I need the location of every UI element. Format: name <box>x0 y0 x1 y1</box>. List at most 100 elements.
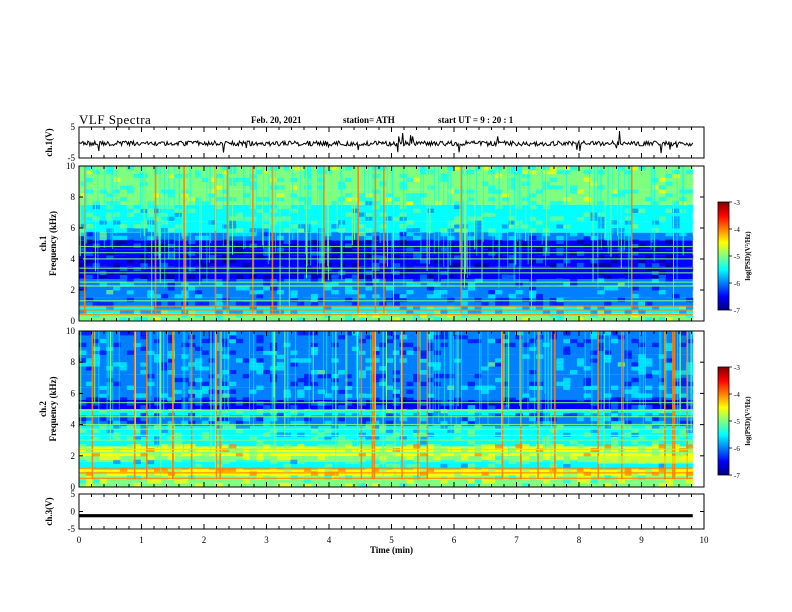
spec-speckle <box>222 239 230 244</box>
spec-speckle <box>610 259 619 264</box>
spec-sferic <box>351 166 353 246</box>
spec-speckle <box>433 262 441 268</box>
spec-speckle <box>106 169 114 175</box>
spec-speckle <box>447 224 455 229</box>
spec-speckle <box>201 309 210 314</box>
spec-speckle <box>92 169 100 175</box>
spec-speckle <box>576 204 585 210</box>
spec-speckle <box>79 479 87 484</box>
spec-sferic <box>690 331 692 394</box>
spec-speckle <box>256 475 264 480</box>
spec-speckle <box>447 247 455 252</box>
spec-speckle <box>645 208 653 213</box>
spec-speckle <box>344 216 353 221</box>
spec-speckle <box>140 259 148 264</box>
spec-speckle <box>188 208 196 213</box>
spec-speckle <box>351 212 360 217</box>
spec-speckle <box>399 397 407 402</box>
spec-speckle <box>488 293 496 299</box>
spec-speckle <box>604 266 612 272</box>
spec-sferic <box>607 166 609 246</box>
spec-speckle <box>651 305 660 310</box>
spec-speckle <box>229 483 237 488</box>
spec-speckle <box>344 262 353 268</box>
spec-speckle <box>488 338 496 344</box>
spec-speckle <box>283 239 291 244</box>
spec-sferic <box>172 331 174 480</box>
spec-speckle <box>658 189 666 194</box>
spec-speckle <box>685 208 694 213</box>
spec-speckle <box>85 305 94 310</box>
spec-speckle <box>208 401 216 406</box>
spec-speckle <box>481 342 489 348</box>
spec-speckle <box>344 385 353 390</box>
spec-speckle <box>413 278 421 283</box>
spec-speckle <box>133 428 141 433</box>
spec-speckle <box>610 377 619 383</box>
spec-sferic <box>402 166 404 235</box>
spec-speckle <box>256 204 264 210</box>
x-tick-label: 2 <box>202 535 207 545</box>
spec-speckle <box>235 220 244 225</box>
spec-speckle <box>413 193 421 198</box>
spec-speckle <box>106 297 114 303</box>
spec-speckle <box>454 262 462 268</box>
spec-speckle <box>215 440 223 445</box>
spec-speckle <box>188 200 196 206</box>
spec-speckle <box>529 290 537 295</box>
spec-speckle <box>651 220 660 225</box>
spec-sferic <box>297 166 299 282</box>
spec-speckle <box>440 436 448 441</box>
spec-speckle <box>113 235 121 241</box>
spec-speckle <box>222 274 230 279</box>
spec-line <box>79 252 693 254</box>
spec-speckle <box>583 231 591 237</box>
spec-speckle <box>201 420 210 426</box>
spec-speckle <box>590 401 598 406</box>
spec-speckle <box>426 385 435 390</box>
spec-speckle <box>488 247 496 252</box>
spec-sferic <box>232 166 234 255</box>
spec-speckle <box>447 278 455 283</box>
spec-speckle <box>113 243 121 248</box>
spec-line <box>79 281 693 283</box>
spec-speckle <box>651 228 660 233</box>
spec-speckle <box>242 247 250 252</box>
spec-speckle <box>304 416 312 422</box>
spec-speckle <box>99 373 107 379</box>
spec-speckle <box>583 350 591 355</box>
spec-speckle <box>651 177 660 182</box>
spec-speckle <box>310 479 319 484</box>
spec-speckle <box>508 231 516 237</box>
spec-speckle <box>583 467 591 472</box>
spec-speckle <box>665 467 673 472</box>
spec-speckle <box>324 278 332 283</box>
spec-speckle <box>563 463 571 468</box>
spec-speckle <box>570 471 578 476</box>
spec-speckle <box>399 483 407 488</box>
spec-speckle <box>440 451 448 457</box>
spec-speckle <box>494 313 503 318</box>
spec-speckle <box>392 401 401 406</box>
spec-speckle <box>658 197 666 202</box>
spec-speckle <box>317 342 325 348</box>
spec-speckle <box>235 251 244 256</box>
spec-speckle <box>235 440 244 445</box>
spec-speckle <box>645 197 653 202</box>
spec-speckle <box>133 436 141 441</box>
spec-speckle <box>494 483 503 488</box>
spec-speckle <box>174 212 182 217</box>
spec-speckle <box>563 381 571 387</box>
spec-speckle <box>133 448 141 453</box>
colorbar-tick-label: -6 <box>734 445 740 453</box>
spec-speckle <box>665 317 673 322</box>
spec-speckle <box>460 455 469 461</box>
spec-speckle <box>529 301 537 306</box>
spec-speckle <box>194 475 203 480</box>
spec-speckle <box>454 286 462 291</box>
x-tick-label: 10 <box>700 535 710 545</box>
spec-speckle <box>467 286 476 291</box>
spec-speckle <box>229 331 237 336</box>
spec-speckle <box>494 401 503 406</box>
spec-speckle <box>447 235 455 241</box>
